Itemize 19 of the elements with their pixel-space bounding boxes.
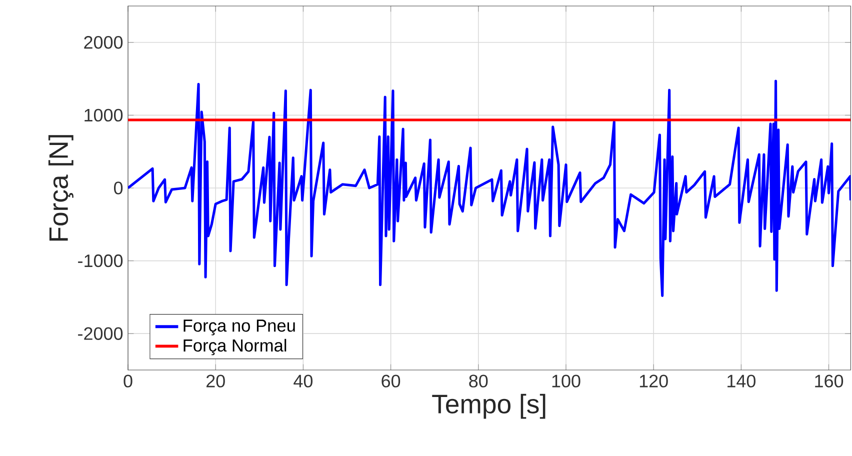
- line-series: [128, 80, 851, 297]
- x-tick-label: 120: [640, 374, 668, 388]
- x-tick-label: 100: [552, 374, 580, 388]
- x-tick-label: 0: [124, 374, 132, 388]
- x-tick-label: 40: [294, 374, 313, 388]
- y-tick-label: -2000: [78, 327, 123, 340]
- x-tick-label: 60: [382, 374, 400, 388]
- legend-label: Força Normal: [184, 338, 286, 356]
- y-tick-label: 1000: [84, 108, 123, 122]
- x-tick-label: 160: [815, 374, 844, 388]
- x-tick-label: 140: [728, 374, 756, 388]
- y-axis-title: Força [N]: [48, 135, 74, 241]
- y-tick-label: 0: [114, 182, 123, 194]
- x-axis-title: Tempo [s]: [432, 394, 546, 419]
- legend-label: Força no Pneu: [184, 320, 295, 336]
- x-tick-label: 80: [469, 374, 488, 388]
- y-tick-label: 2000: [84, 36, 123, 49]
- x-tick-label: 20: [206, 374, 225, 388]
- y-tick-label: -1000: [78, 254, 123, 268]
